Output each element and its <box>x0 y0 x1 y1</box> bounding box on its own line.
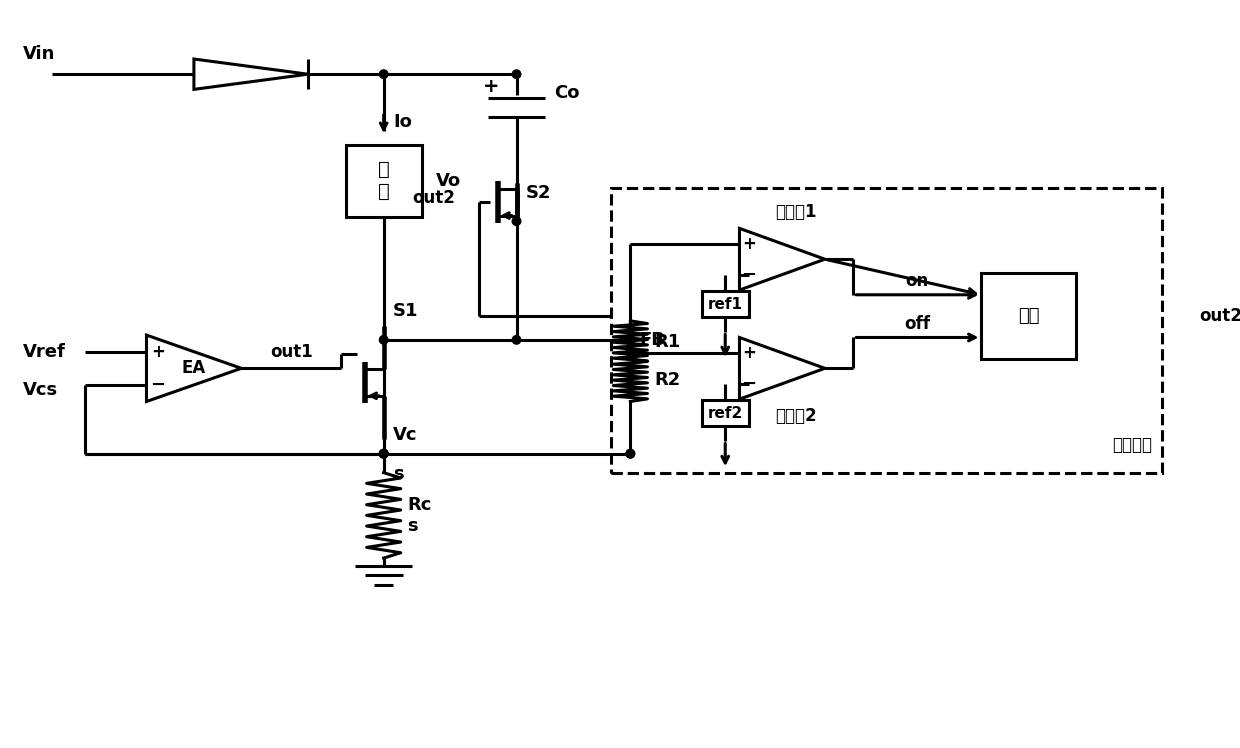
Text: out2: out2 <box>412 188 455 206</box>
Text: Vcs: Vcs <box>24 381 58 399</box>
Text: EA: EA <box>182 359 206 377</box>
Text: on: on <box>905 272 929 290</box>
Text: 控制电路: 控制电路 <box>1112 435 1152 454</box>
Text: R2: R2 <box>653 371 681 389</box>
Circle shape <box>379 450 388 458</box>
Text: +: + <box>742 344 756 362</box>
Text: off: off <box>904 315 930 333</box>
Text: S1: S1 <box>393 302 419 320</box>
Circle shape <box>512 217 521 225</box>
Text: ref2: ref2 <box>708 405 743 420</box>
Text: Io: Io <box>393 113 412 131</box>
Circle shape <box>379 336 388 344</box>
Text: FB: FB <box>640 331 666 349</box>
Text: +: + <box>742 235 756 253</box>
Text: −: − <box>742 266 756 283</box>
Text: Vc: Vc <box>393 426 418 444</box>
Text: S2: S2 <box>526 184 552 202</box>
FancyBboxPatch shape <box>981 274 1076 359</box>
Text: s: s <box>393 465 404 483</box>
Circle shape <box>626 336 635 344</box>
Circle shape <box>626 450 635 458</box>
Circle shape <box>512 70 521 79</box>
Text: 逻辑: 逻辑 <box>1018 307 1039 325</box>
Text: Rc
s: Rc s <box>408 496 432 535</box>
Text: −: − <box>742 375 756 393</box>
Circle shape <box>626 450 635 458</box>
FancyBboxPatch shape <box>702 291 749 317</box>
Circle shape <box>379 450 388 458</box>
Text: Co: Co <box>554 85 580 102</box>
Text: 比较器1: 比较器1 <box>776 203 817 221</box>
Text: +: + <box>151 343 165 361</box>
Text: Vref: Vref <box>24 343 66 361</box>
Text: Vin: Vin <box>24 45 56 63</box>
Circle shape <box>379 450 388 458</box>
Circle shape <box>379 70 388 79</box>
Text: out2: out2 <box>1199 307 1240 325</box>
Circle shape <box>512 336 521 344</box>
Text: out1: out1 <box>270 343 312 361</box>
Text: 负
载: 负 载 <box>378 160 389 201</box>
Text: −: − <box>150 376 165 394</box>
Circle shape <box>626 336 635 344</box>
Text: Vo: Vo <box>436 172 461 190</box>
Text: ref1: ref1 <box>708 296 743 311</box>
Text: R1: R1 <box>653 333 681 352</box>
FancyBboxPatch shape <box>346 145 422 216</box>
Text: 比较器2: 比较器2 <box>775 407 817 425</box>
Text: +: + <box>484 77 500 96</box>
FancyBboxPatch shape <box>702 400 749 426</box>
